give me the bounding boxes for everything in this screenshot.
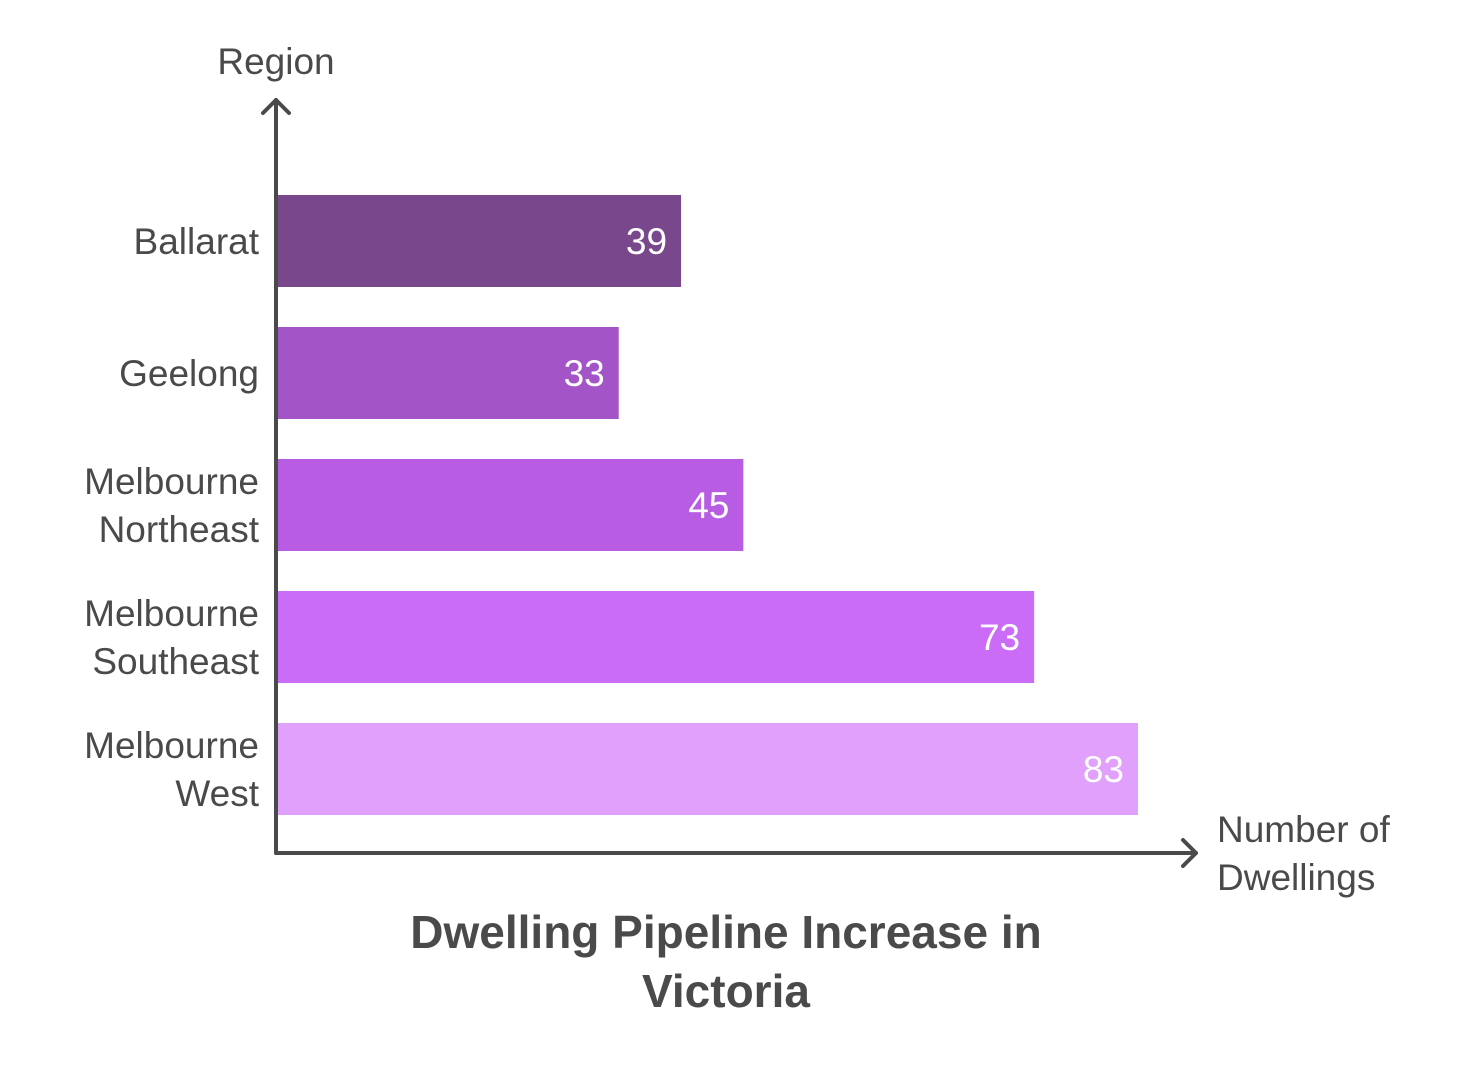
data-label-melbourne-southeast: 73 [979,617,1020,658]
x-axis-title: Number of Dwellings [1217,809,1390,898]
data-label-melbourne-west: 83 [1083,749,1124,790]
y-axis: Region [217,41,335,855]
category-label-melbourne-west: Melbourne West [84,725,260,814]
category-label-geelong: Geelong [119,353,259,394]
bars-layer: 39 33 45 73 83 [276,195,1138,815]
category-labels-layer: Ballarat Geelong Melbourne Northeast Melbour… [84,221,260,814]
data-label-geelong: 33 [564,353,605,394]
data-label-ballarat: 39 [626,221,667,262]
category-label-melbourne-northeast: Melbourne Northeast [84,461,260,550]
bar-geelong [276,327,619,419]
bar-melbourne-southeast [276,591,1035,683]
category-label-melbourne-southeast: Melbourne Southeast [84,593,260,682]
data-label-melbourne-northeast: 45 [688,485,729,526]
bar-melbourne-northeast [276,459,744,551]
x-axis: Number of Dwellings [274,809,1390,898]
chart-title: Dwelling Pipeline Increase in Victoria [410,906,1041,1017]
y-axis-title: Region [217,41,334,82]
bar-ballarat [276,195,682,287]
y-axis-arrow-icon [261,98,291,115]
x-axis-arrow-icon [1181,838,1198,868]
category-label-ballarat: Ballarat [134,221,260,262]
bar-melbourne-west [276,723,1138,815]
